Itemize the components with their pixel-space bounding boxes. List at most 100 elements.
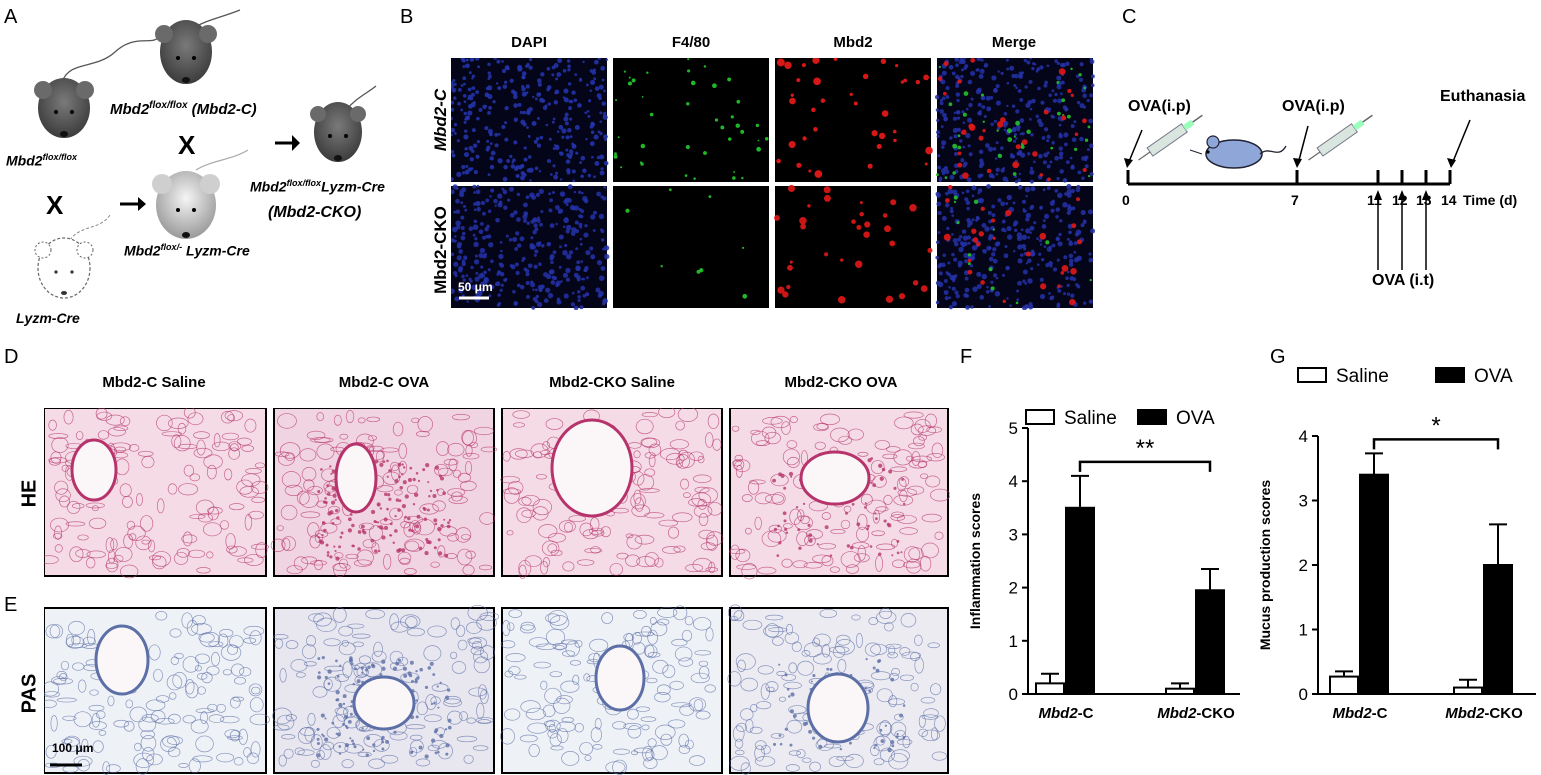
column-header-mbd2-cko-saline: Mbd2-CKO Saline <box>549 374 675 391</box>
y-tick-label: 5 <box>1009 419 1018 438</box>
mouse-icon-mbd2-c <box>155 9 241 84</box>
mouse-icon-blue <box>1189 135 1287 169</box>
x-tick-label: Mbd2-C <box>1333 705 1388 722</box>
y-axis-label: Inflammation scores <box>967 493 983 629</box>
timeline-diagram <box>1124 114 1471 270</box>
label-ova-ip-day7: OVA(i.p) <box>1282 98 1345 115</box>
bar-ova <box>1359 473 1389 695</box>
micrograph-pas-mbd2-cko-ova <box>727 604 949 775</box>
genotype-label-mbd2-cko: Mbd2flox/floxLyzm-Cre <box>250 178 385 195</box>
panel-letter-d: D <box>4 346 19 368</box>
genotype-label-flox-minus: Mbd2flox/- Lyzm-Cre <box>124 242 250 259</box>
micrograph-merge-mbd2-cko <box>935 183 1095 310</box>
column-header-merge: Merge <box>991 34 1037 51</box>
tick-label-13: 13 <box>1416 192 1432 208</box>
panel-letter-g: G <box>1270 346 1286 368</box>
x-tick-label: Mbd2-CKO <box>1157 705 1235 722</box>
panel-letter-f: F <box>960 346 973 368</box>
column-header-mbd2-c-saline: Mbd2-C Saline <box>102 374 206 391</box>
bar-saline <box>1453 686 1483 695</box>
bar-ova <box>1195 589 1225 695</box>
bar-ova <box>1065 506 1095 695</box>
panel-letter-c: C <box>1122 6 1137 28</box>
y-tick-label: 0 <box>1299 685 1308 704</box>
micrograph-he-mbd2-c-ova <box>270 408 498 577</box>
micrograph-mbd2-mbd2-cko <box>774 184 933 308</box>
micrograph-pas-mbd2-cko-saline <box>500 605 723 775</box>
y-tick-label: 3 <box>1299 492 1308 511</box>
significance-bracket <box>1372 438 1500 450</box>
scale-bar-label: 50 μm <box>458 280 493 294</box>
bar-saline <box>1165 687 1195 695</box>
micrograph-pas-mbd2-c-saline <box>44 607 270 775</box>
legend-swatch-saline <box>1025 409 1055 425</box>
micrograph-f480-mbd2-cko <box>613 186 769 308</box>
micrograph-merge-mbd2-c <box>934 58 1095 184</box>
column-header-mbd2-c-ova: Mbd2-C OVA <box>338 374 430 391</box>
tick-label-14: 14 <box>1441 192 1457 208</box>
legend-label: Saline <box>1336 366 1389 387</box>
panel-a-mice <box>34 9 300 299</box>
legend-swatch-ova <box>1137 409 1167 425</box>
tick-label-7: 7 <box>1291 192 1299 208</box>
histology-image-grid <box>44 408 950 775</box>
row-label-pas: PAS <box>18 673 41 714</box>
row-label-he: HE <box>18 479 41 508</box>
genotype-label-mbd2-cko-line2: (Mbd2-CKO) <box>268 204 362 221</box>
column-header-mbd2-cko-ova: Mbd2-CKO OVA <box>784 374 898 391</box>
y-tick-label: 2 <box>1299 556 1308 575</box>
micrograph-dapi-mbd2-cko <box>451 184 610 310</box>
panel-letter-e: E <box>4 594 18 616</box>
bar-ova <box>1483 564 1513 695</box>
mouse-icon-lyzm-cre <box>34 214 111 299</box>
y-tick-label: 3 <box>1009 525 1018 544</box>
bar-saline <box>1329 675 1359 695</box>
tick-label-0: 0 <box>1122 192 1130 208</box>
bar-chart-inflammation-scores: 0 1 2 3 4 5 Inflammation scores Mbd2-C Mbd2-CKO *… <box>967 408 1240 722</box>
genotype-label-flox-flox: Mbd2flox/flox <box>6 152 78 169</box>
significance-label: * <box>1431 412 1440 439</box>
tick-label-11: 11 <box>1367 192 1382 208</box>
micrograph-he-mbd2-cko-ova <box>728 408 950 580</box>
micrograph-he-mbd2-cko-saline <box>500 408 724 579</box>
micrograph-f480-mbd2-c <box>613 58 769 182</box>
genotype-label-lyzm-cre: Lyzm-Cre <box>16 310 80 326</box>
mouse-icon-mbd2-cko <box>310 85 377 162</box>
panel-letter-a: A <box>4 6 18 28</box>
mouse-icon-flox-flox <box>34 37 159 138</box>
x-tick-label: Mbd2-CKO <box>1445 705 1523 722</box>
panel-letter-b: B <box>400 6 414 28</box>
y-tick-label: 0 <box>1009 685 1018 704</box>
syringe-icon <box>1138 114 1203 161</box>
legend-label: Saline <box>1064 408 1117 429</box>
column-header-f480: F4/80 <box>671 34 711 51</box>
scale-bar-label: 100 μm <box>52 741 94 755</box>
column-header-dapi: DAPI <box>511 34 547 51</box>
y-tick-label: 1 <box>1009 632 1018 651</box>
significance-bracket <box>1078 460 1212 472</box>
y-axis-label: Mucus production scores <box>1257 480 1273 651</box>
micrograph-mbd2-mbd2-c <box>775 58 933 182</box>
legend-swatch-ova <box>1435 367 1465 383</box>
x-tick-label: Mbd2-C <box>1039 705 1094 722</box>
micrograph-pas-mbd2-c-ova <box>272 604 500 774</box>
bar-saline <box>1035 682 1065 695</box>
y-tick-label: 4 <box>1299 427 1308 446</box>
tick-label-12: 12 <box>1392 192 1408 208</box>
micrograph-dapi-mbd2-c <box>451 58 609 183</box>
mouse-icon-flox-minus <box>152 149 249 239</box>
bar-chart-mucus-production-scores: 0 1 2 3 4 Mucus production scores Mbd2-C Mbd2-C… <box>1257 366 1536 722</box>
timeline-axis-label: Time (d) <box>1463 192 1518 208</box>
y-tick-label: 4 <box>1009 472 1018 491</box>
label-euthanasia: Euthanasia <box>1440 88 1526 105</box>
row-label-mbd2-c: Mbd2-C <box>431 88 450 152</box>
legend-label: OVA <box>1176 408 1215 429</box>
genotype-label-mbd2-c: Mbd2flox/flox (Mbd2-C) <box>110 100 257 118</box>
fluorescence-image-grid <box>451 58 1095 310</box>
row-label-mbd2-cko: Mbd2-CKO <box>431 206 450 294</box>
legend-label: OVA <box>1474 366 1513 387</box>
cross-symbol: X <box>178 130 196 160</box>
column-header-mbd2: Mbd2 <box>833 34 873 51</box>
micrograph-he-mbd2-c-saline <box>44 408 270 579</box>
legend-swatch-saline <box>1297 367 1327 383</box>
